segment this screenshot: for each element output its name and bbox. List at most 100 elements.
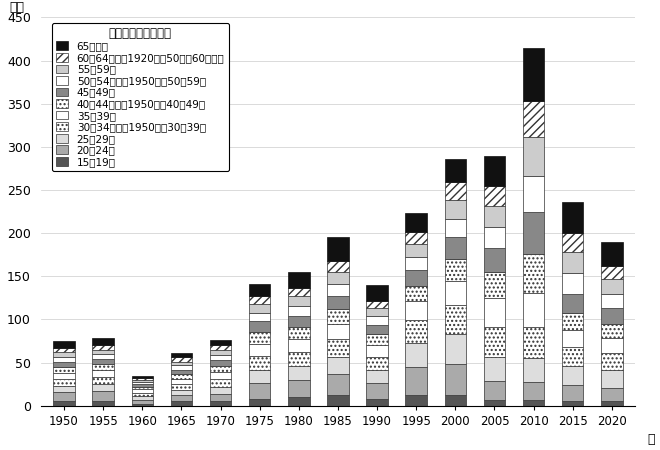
Bar: [445, 199, 466, 219]
Y-axis label: 万人: 万人: [9, 0, 24, 13]
Bar: [171, 396, 192, 401]
Bar: [523, 400, 544, 406]
Bar: [562, 400, 583, 406]
Bar: [601, 388, 622, 401]
Bar: [53, 348, 75, 352]
Bar: [210, 360, 231, 366]
Bar: [562, 313, 583, 330]
Bar: [366, 316, 388, 324]
Bar: [171, 401, 192, 406]
Bar: [562, 233, 583, 252]
Bar: [53, 392, 75, 400]
Bar: [562, 273, 583, 293]
Bar: [327, 296, 348, 309]
Bar: [327, 272, 348, 284]
Bar: [445, 334, 466, 364]
Bar: [171, 369, 192, 374]
Bar: [562, 252, 583, 273]
Bar: [523, 254, 544, 293]
Bar: [366, 345, 388, 356]
Bar: [601, 294, 622, 308]
Bar: [562, 202, 583, 233]
Bar: [249, 369, 271, 383]
Bar: [484, 272, 505, 298]
Bar: [131, 387, 153, 389]
Bar: [327, 339, 348, 356]
Bar: [92, 400, 114, 406]
Bar: [249, 344, 271, 356]
Bar: [171, 353, 192, 357]
Bar: [210, 394, 231, 401]
Bar: [445, 364, 466, 395]
Bar: [249, 321, 271, 333]
Bar: [171, 362, 192, 365]
Bar: [53, 386, 75, 392]
Bar: [288, 296, 310, 306]
Bar: [210, 372, 231, 379]
Bar: [405, 302, 427, 320]
Bar: [601, 401, 622, 406]
Bar: [53, 379, 75, 386]
Bar: [445, 159, 466, 182]
Bar: [445, 259, 466, 281]
Bar: [366, 399, 388, 406]
Bar: [405, 270, 427, 286]
Bar: [523, 212, 544, 254]
Bar: [92, 359, 114, 364]
Bar: [171, 390, 192, 396]
Bar: [288, 380, 310, 397]
Bar: [445, 182, 466, 199]
Bar: [484, 207, 505, 227]
Bar: [92, 354, 114, 359]
Bar: [601, 353, 622, 370]
Bar: [92, 391, 114, 400]
Bar: [131, 404, 153, 406]
Bar: [445, 305, 466, 334]
Bar: [53, 400, 75, 406]
Bar: [171, 384, 192, 390]
Bar: [484, 186, 505, 207]
Bar: [327, 324, 348, 339]
Bar: [327, 356, 348, 374]
Bar: [249, 296, 271, 304]
Bar: [366, 369, 388, 383]
Bar: [523, 101, 544, 137]
Bar: [210, 401, 231, 406]
Bar: [288, 288, 310, 296]
Bar: [366, 301, 388, 308]
Bar: [92, 384, 114, 391]
Bar: [131, 384, 153, 387]
Bar: [405, 367, 427, 395]
Bar: [601, 324, 622, 338]
Bar: [523, 137, 544, 176]
Bar: [366, 324, 388, 334]
Bar: [249, 333, 271, 344]
Bar: [523, 358, 544, 382]
Bar: [210, 366, 231, 372]
Bar: [405, 232, 427, 244]
Bar: [131, 378, 153, 380]
Text: 年: 年: [647, 433, 655, 446]
Bar: [92, 377, 114, 384]
Bar: [249, 313, 271, 321]
Bar: [92, 364, 114, 370]
Bar: [131, 380, 153, 382]
Bar: [405, 257, 427, 270]
Bar: [484, 400, 505, 406]
Bar: [131, 396, 153, 400]
Bar: [601, 370, 622, 388]
Bar: [601, 242, 622, 266]
Bar: [405, 320, 427, 343]
Bar: [484, 156, 505, 186]
Bar: [210, 340, 231, 346]
Bar: [445, 281, 466, 305]
Bar: [405, 213, 427, 232]
Bar: [288, 366, 310, 380]
Bar: [171, 365, 192, 369]
Bar: [405, 395, 427, 406]
Bar: [92, 338, 114, 346]
Bar: [288, 316, 310, 327]
Bar: [405, 343, 427, 367]
Bar: [445, 238, 466, 259]
Bar: [484, 298, 505, 327]
